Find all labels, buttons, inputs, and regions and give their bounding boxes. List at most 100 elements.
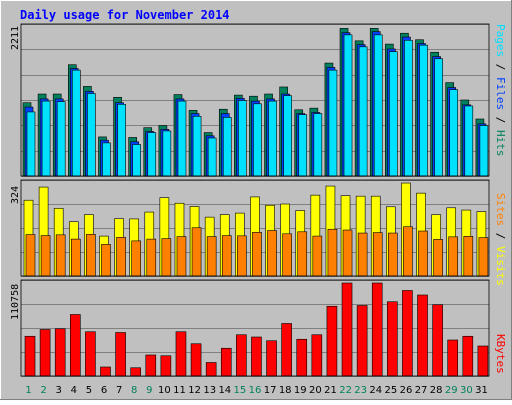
kbytes-bar: [326, 305, 338, 377]
kbytes-bar: [387, 301, 398, 377]
sites-bar: [252, 231, 262, 277]
sites-bar: [237, 235, 247, 277]
legend-pages: Pages: [494, 24, 507, 57]
sites-bar: [282, 233, 292, 277]
sites-bar: [463, 236, 474, 277]
day-label: 31: [475, 385, 488, 396]
day-label: 29: [445, 385, 458, 396]
pages-bar: [419, 44, 428, 177]
day-label: 26: [400, 385, 413, 396]
chart-marks: [20, 23, 490, 377]
sites-bar: [403, 226, 413, 277]
top-ymax-label: 2211: [10, 26, 21, 50]
day-label: 2: [40, 385, 46, 396]
plot-frame: [20, 279, 490, 377]
day-label: 21: [324, 385, 337, 396]
sites-bar: [221, 235, 232, 277]
sites-bar: [357, 232, 368, 277]
kbytes-bar: [220, 347, 232, 377]
sites-bar: [70, 238, 81, 277]
kbytes-bar: [115, 332, 126, 377]
sites-bar: [433, 239, 443, 277]
pages-bar: [132, 144, 141, 177]
pages-bar: [358, 46, 368, 177]
kbytes-bar: [236, 334, 247, 377]
legend-hits: Hits: [494, 130, 507, 157]
pages-bar: [313, 113, 323, 177]
sites-bar: [478, 237, 489, 277]
pages-bar: [328, 69, 338, 177]
pages-bar: [177, 100, 187, 177]
day-label: 16: [249, 385, 262, 396]
top-legend: Pages / Files / Hits: [494, 24, 507, 157]
sites-bar: [206, 236, 217, 277]
day-label: 18: [279, 385, 292, 396]
day-label: 3: [56, 385, 62, 396]
kbytes-bar: [39, 329, 51, 377]
sites-bar: [101, 244, 111, 277]
sites-bar: [55, 234, 66, 277]
legend-sep-1: /: [494, 57, 507, 77]
plot-frame: [20, 179, 490, 277]
pages-bar: [404, 39, 413, 177]
pages-bar: [343, 34, 353, 177]
legend-sites: Sites: [494, 193, 507, 226]
sites-bar: [327, 228, 338, 277]
kbytes-bar: [190, 343, 202, 377]
day-label: 5: [86, 385, 92, 396]
sites-bar: [25, 234, 36, 277]
day-label: 27: [415, 385, 428, 396]
sites-bar: [40, 235, 51, 277]
day-label: 30: [460, 385, 473, 396]
pages-bar: [87, 93, 96, 177]
pages-bar: [147, 132, 157, 177]
kbytes-bar: [145, 354, 157, 377]
day-label: 9: [146, 385, 152, 396]
pages-bar: [373, 34, 383, 177]
sites-bar: [388, 232, 398, 277]
top-legend-text: Pages / Files / Hits: [494, 24, 507, 157]
sites-bar: [191, 227, 202, 277]
sites-bar: [297, 231, 308, 277]
pages-bar: [56, 101, 66, 177]
kbytes-bar: [251, 336, 262, 377]
legend-visits: Visits: [494, 246, 507, 286]
kbytes-bar: [417, 294, 428, 377]
day-label: 10: [158, 385, 171, 396]
day-label: 19: [294, 385, 307, 396]
kbytes-bar: [266, 340, 277, 377]
kbytes-bar: [69, 314, 81, 377]
day-label: 20: [309, 385, 322, 396]
sites-bar: [161, 238, 172, 277]
kbytes-bar: [462, 335, 474, 377]
kbytes-bar: [130, 367, 141, 377]
kbytes-bar: [24, 335, 36, 377]
pages-bar: [71, 69, 81, 177]
day-label: 14: [218, 385, 231, 396]
day-label: 7: [116, 385, 122, 396]
day-label: 15: [234, 385, 247, 396]
kbytes-bar: [311, 334, 323, 377]
kbytes-bar: [100, 366, 111, 377]
legend-kbytes: KBytes: [494, 334, 507, 374]
kbytes-bar: [341, 282, 353, 377]
sites-bar: [86, 234, 96, 277]
kbytes-bar: [205, 362, 217, 377]
pages-bar: [41, 100, 51, 177]
pages-bar: [192, 115, 202, 177]
day-label: 4: [71, 385, 77, 396]
pages-bar: [283, 95, 292, 177]
kbytes-bar: [296, 338, 308, 377]
sites-bar: [116, 237, 126, 277]
chart-title: Daily usage for November 2014: [20, 8, 230, 22]
sites-bar: [131, 240, 141, 277]
pages-bar: [434, 58, 443, 177]
sites-bar: [146, 238, 157, 277]
kbytes-bar: [356, 305, 368, 377]
pages-bar: [464, 105, 474, 177]
day-label: 6: [101, 385, 107, 396]
pages-bar: [389, 51, 398, 177]
day-label: 17: [264, 385, 277, 396]
